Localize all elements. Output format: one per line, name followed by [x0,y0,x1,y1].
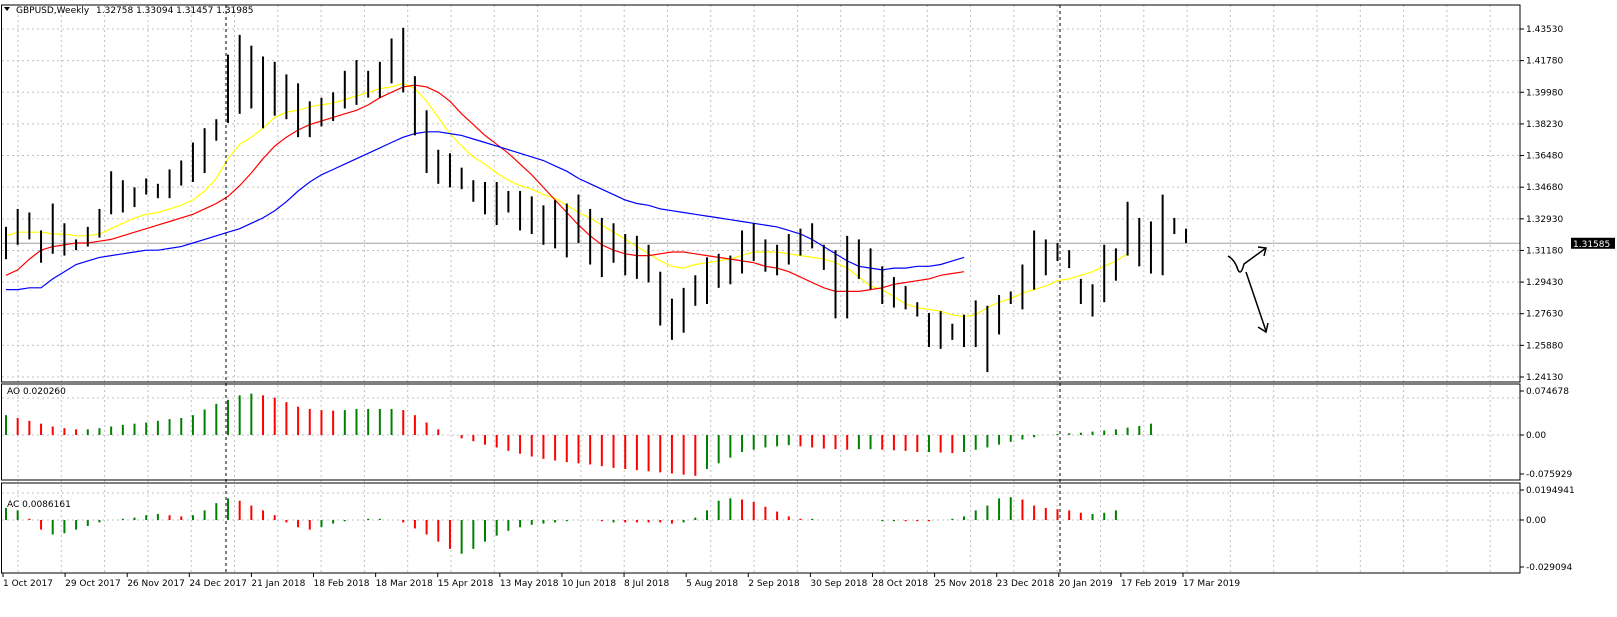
symbol-label: GBPUSD,Weekly [16,6,90,16]
axis-tick-label: -0.075929 [1526,470,1572,480]
down-arrowhead-icon [1257,322,1269,334]
price-tick-label: 1.25880 [1526,341,1563,351]
date-tick-label: 13 May 2018 [500,579,559,589]
price-tick-label: 1.43530 [1526,25,1563,35]
date-tick-label: 21 Jan 2018 [251,579,305,589]
price-tick-label: 1.34680 [1526,183,1563,193]
date-tick-label: 20 Jan 2019 [1059,579,1113,589]
date-tick-label: 8 Jul 2018 [624,579,669,589]
date-tick-label: 10 Jun 2018 [562,579,616,589]
ac-panel-frame [1,482,1521,574]
date-axis[interactable]: 1 Oct 2017 29 Oct 2017 26 Nov 2017 24 Dec 2… [2,573,1240,589]
ao-histogram [5,393,1152,476]
date-tick-label: 30 Sep 2018 [810,579,867,589]
period-separators [225,5,1061,573]
current-price-label: 1.31585 [1573,240,1610,250]
axis-tick-label: 0.074678 [1526,387,1569,397]
current-price-marker: 1.31585 [1571,237,1615,250]
date-tick-label: 2 Sep 2018 [748,579,800,589]
ao-panel-frame [1,383,1521,481]
date-tick-label: 29 Oct 2017 [65,579,121,589]
main-panel-frame [1,4,1521,383]
price-tick-label: 1.36480 [1526,152,1563,162]
moving-average-line [5,82,1128,318]
panel-frames [1,4,1521,574]
date-tick-label: 1 Oct 2017 [3,579,53,589]
price-tick-label: 1.39980 [1526,88,1563,98]
title-bar: GBPUSD,Weekly 1.32758 1.33094 1.31457 1.… [4,6,253,16]
ac-axis: 0.0194941 0.00 -0.029094 [1520,486,1575,573]
up-arrow-icon [1227,247,1267,273]
ohlc-values: 1.32758 1.33094 1.31457 1.31985 [96,6,253,16]
date-tick-label: 17 Feb 2019 [1121,579,1177,589]
price-tick-label: 1.32930 [1526,215,1563,225]
down-arrow-icon [1245,271,1267,332]
axis-tick-label: 0.0194941 [1526,486,1575,496]
date-tick-label: 18 Feb 2018 [314,579,370,589]
up-arrowhead-icon [1257,246,1267,257]
axis-tick-label: 0.00 [1526,431,1546,441]
moving-averages [5,82,1128,318]
price-tick-label: 1.31180 [1526,246,1563,256]
annotation-arrows [1227,246,1269,334]
moving-average-line [6,131,965,291]
axis-tick-label: 0.00 [1526,516,1546,526]
date-tick-label: 15 Apr 2018 [438,579,494,589]
date-tick-label: 24 Dec 2017 [189,579,247,589]
price-tick-label: 1.29430 [1526,278,1563,288]
ac-label: AC 0.0086161 [7,500,71,510]
date-tick-label: 18 Mar 2018 [376,579,433,589]
axis-tick-label: -0.029094 [1526,563,1572,573]
price-tick-label: 1.27630 [1526,310,1563,320]
date-tick-label: 25 Nov 2018 [935,579,993,589]
dropdown-triangle-icon[interactable] [4,7,10,11]
ao-label: AO 0.020260 [7,387,66,397]
price-tick-label: 1.24130 [1526,373,1563,383]
price-bars[interactable] [5,27,1187,373]
date-tick-label: 17 Mar 2019 [1183,579,1240,589]
date-tick-label: 23 Dec 2018 [997,579,1055,589]
ao-axis: 0.074678 0.00 -0.075929 [1520,387,1572,480]
grid [2,5,1520,573]
date-tick-label: 28 Oct 2018 [872,579,928,589]
price-tick-label: 1.41780 [1526,57,1563,67]
moving-average-line [5,84,965,292]
ac-histogram [5,497,1117,554]
date-tick-label: 26 Nov 2017 [127,579,185,589]
price-axis[interactable]: 1.43530 1.41780 1.39980 1.38230 1.36480 1.346… [1520,25,1563,383]
price-tick-label: 1.38230 [1526,120,1563,130]
date-tick-label: 5 Aug 2018 [686,579,738,589]
